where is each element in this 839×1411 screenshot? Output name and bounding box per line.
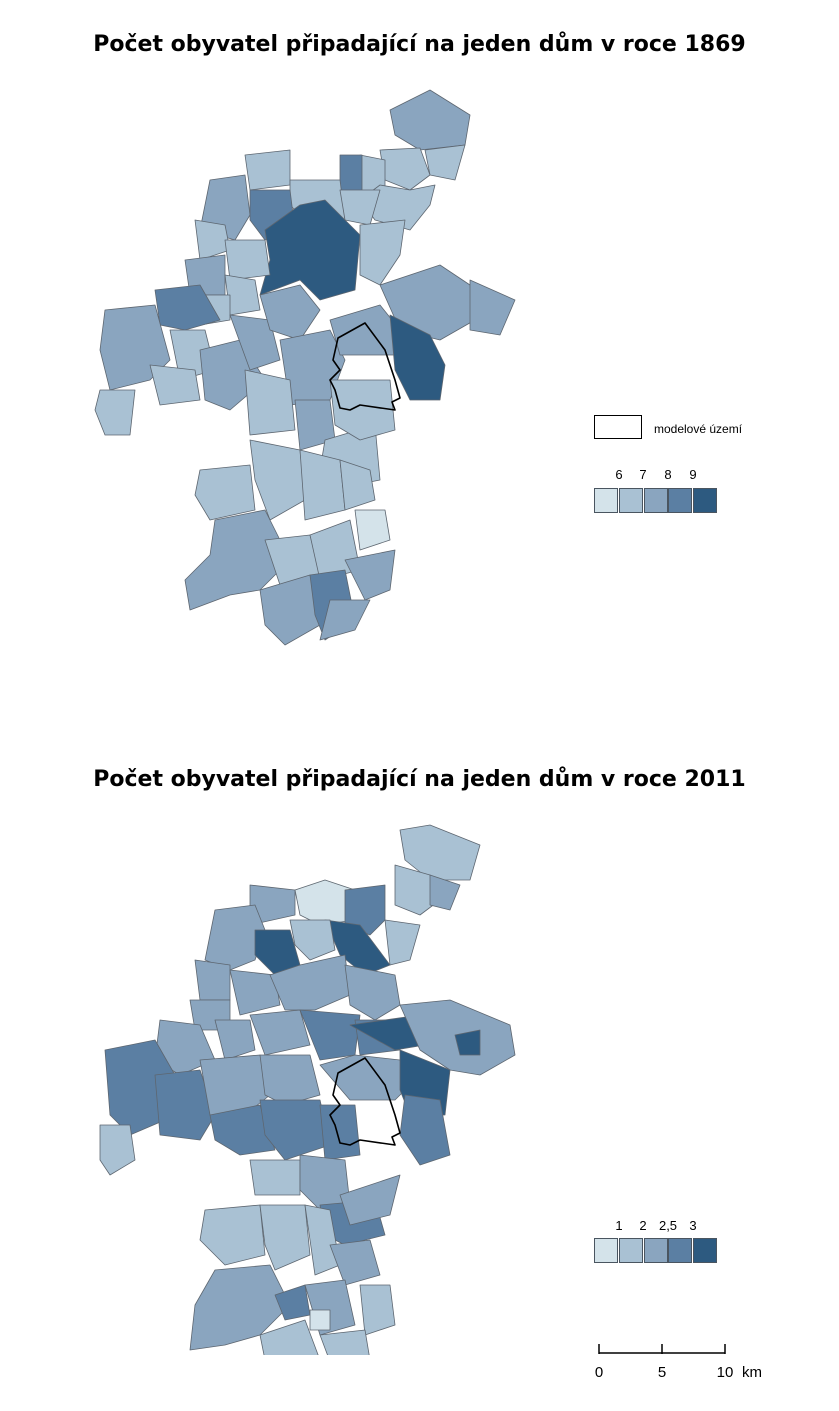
distance-scale-bar	[598, 1344, 726, 1354]
municipality-area	[399, 1094, 451, 1166]
municipality-area	[209, 1104, 276, 1156]
municipality-area	[229, 969, 281, 1016]
municipality-area	[189, 1264, 291, 1351]
scale-tick-2011: 2	[639, 1218, 647, 1233]
municipality-area	[469, 279, 516, 336]
municipality-area	[194, 959, 231, 1001]
color-scale-2011	[594, 1238, 718, 1267]
municipality-area	[249, 439, 306, 521]
municipality-area	[399, 824, 481, 881]
scale-tick-1869: 7	[639, 467, 647, 482]
municipality-area	[94, 389, 136, 436]
municipality-area	[229, 314, 281, 371]
legend-class-swatch	[618, 488, 643, 513]
municipality-area	[329, 379, 396, 441]
legend-class-swatch	[594, 1238, 618, 1263]
municipality-area	[389, 314, 446, 401]
legend-class-swatch	[668, 1238, 693, 1263]
municipality-area	[329, 1239, 381, 1286]
legend-class-swatch	[668, 488, 693, 513]
map-title-1869: Počet obyvatel připadající na jeden dům …	[93, 32, 746, 57]
scale-tick-1869: 8	[664, 467, 672, 482]
municipality-area	[259, 199, 361, 301]
municipality-area	[249, 1159, 301, 1196]
municipality-area	[429, 874, 461, 911]
municipality-area	[384, 919, 421, 966]
scale-tick-2011: 1	[615, 1218, 623, 1233]
scale-tick-1869: 6	[615, 467, 623, 482]
legend-class-swatch	[643, 488, 668, 513]
color-scale-1869	[594, 488, 718, 517]
municipality-area	[199, 1204, 266, 1266]
municipality-area	[249, 1009, 311, 1056]
legend-class-swatch	[594, 488, 618, 513]
map-title-2011: Počet obyvatel připadající na jeden dům …	[93, 767, 746, 792]
municipality-area	[299, 1009, 361, 1061]
model-area-outline	[329, 322, 401, 411]
municipality-area	[224, 239, 271, 281]
legend-class-swatch	[693, 488, 718, 513]
legend-class-swatch	[643, 1238, 668, 1263]
municipality-area	[99, 1124, 136, 1176]
municipality-area	[289, 919, 336, 961]
municipality-area	[359, 219, 406, 286]
municipality-area	[329, 304, 401, 356]
municipality-area	[394, 864, 441, 916]
scale-label-0: 0	[594, 1364, 604, 1381]
municipality-area	[339, 459, 376, 511]
municipality-area	[154, 1069, 216, 1141]
model-area-legend-swatch	[594, 415, 642, 439]
municipality-area	[299, 449, 346, 521]
municipality-area	[184, 509, 291, 611]
scale-tick-2011: 2,5	[658, 1218, 678, 1233]
municipality-area	[339, 154, 363, 193]
municipality-area	[359, 1284, 396, 1336]
scale-unit-label: km	[742, 1364, 762, 1381]
municipality-area	[259, 284, 321, 341]
municipality-area	[244, 369, 296, 436]
municipality-area	[259, 1054, 321, 1106]
municipality-area	[344, 964, 401, 1021]
municipality-area	[319, 1329, 370, 1355]
municipality-area	[259, 574, 321, 646]
legend-class-swatch	[693, 1238, 718, 1263]
municipality-area	[344, 884, 386, 936]
municipality-area	[354, 509, 391, 551]
municipality-area	[319, 599, 371, 641]
municipality-area	[259, 1319, 319, 1355]
municipality-area	[344, 549, 396, 601]
municipality-area	[424, 144, 466, 181]
scale-label-10: 10	[716, 1364, 734, 1381]
municipality-area	[339, 189, 381, 226]
municipality-area	[199, 1054, 271, 1116]
municipality-area	[454, 1029, 481, 1056]
municipality-area	[309, 1309, 331, 1331]
scale-label-5: 5	[657, 1364, 667, 1381]
municipality-area	[244, 149, 291, 191]
model-area-legend-label: modelové území	[654, 422, 743, 436]
municipality-area	[259, 1099, 331, 1161]
municipality-area	[194, 464, 256, 521]
municipality-area	[319, 1104, 361, 1161]
municipality-area	[339, 1174, 401, 1226]
municipality-area	[259, 1204, 311, 1271]
municipality-area	[324, 919, 391, 976]
choropleth-map-2011	[99, 824, 516, 1355]
municipality-area	[214, 1019, 256, 1061]
legend-class-swatch	[618, 1238, 643, 1263]
choropleth-map-1869	[94, 89, 516, 646]
scale-tick-2011: 3	[689, 1218, 697, 1233]
municipality-area	[379, 147, 431, 191]
municipality-area	[149, 364, 201, 406]
municipality-area	[389, 89, 471, 151]
model-area-outline	[329, 1057, 401, 1146]
municipality-area	[204, 904, 266, 971]
scale-tick-1869: 9	[689, 467, 697, 482]
